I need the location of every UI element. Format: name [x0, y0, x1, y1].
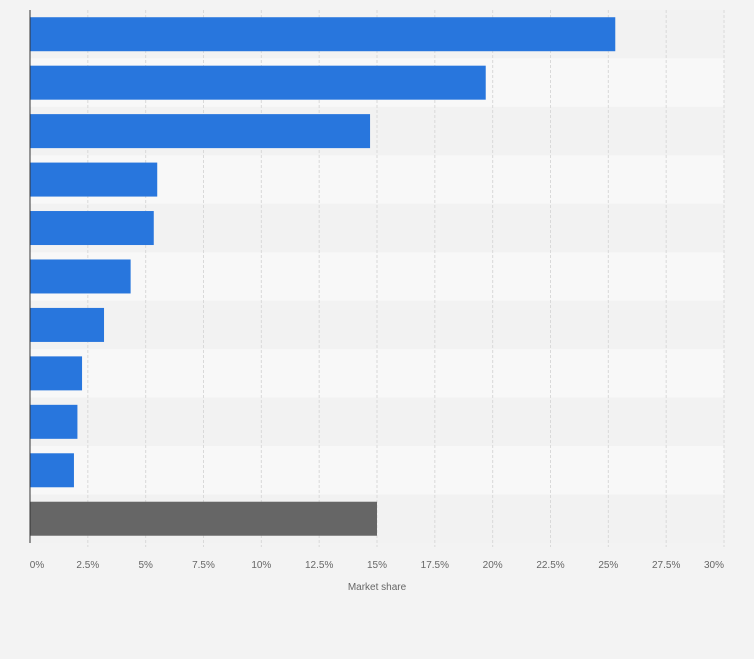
x-tick-label: 5% [138, 560, 153, 571]
x-tick-label: 20% [483, 560, 503, 571]
bar[interactable] [30, 501, 377, 536]
bar[interactable] [30, 356, 83, 391]
x-tick-label: 10% [251, 560, 271, 571]
bar[interactable] [30, 453, 74, 488]
x-tick-label: 22.5% [536, 560, 564, 571]
x-tick-label: 27.5% [652, 560, 680, 571]
bar[interactable] [30, 404, 78, 439]
x-tick-label: 30% [704, 560, 724, 571]
x-axis-tick-labels: 0% 2.5% 5% 7.5% 10% 12.5% 15% 17.5% 20% 22.5% 25% 2… [30, 560, 724, 571]
x-tick-label: 0% [30, 560, 45, 571]
x-axis-title: Market share [348, 582, 407, 593]
bar[interactable] [30, 162, 158, 197]
bar[interactable] [30, 17, 616, 52]
bar[interactable] [30, 65, 486, 100]
x-tick-label: 15% [367, 560, 387, 571]
bar[interactable] [30, 307, 105, 342]
bar[interactable] [30, 114, 371, 149]
x-tick-label: 25% [598, 560, 618, 571]
vertical-gridlines [87, 10, 725, 547]
x-tick-label: 2.5% [76, 560, 99, 571]
x-tick-label: 12.5% [305, 560, 333, 571]
bars [30, 17, 616, 536]
x-tick-label: 7.5% [192, 560, 215, 571]
x-tick-label: 17.5% [421, 560, 449, 571]
bar[interactable] [30, 259, 131, 294]
bar[interactable] [30, 211, 154, 246]
